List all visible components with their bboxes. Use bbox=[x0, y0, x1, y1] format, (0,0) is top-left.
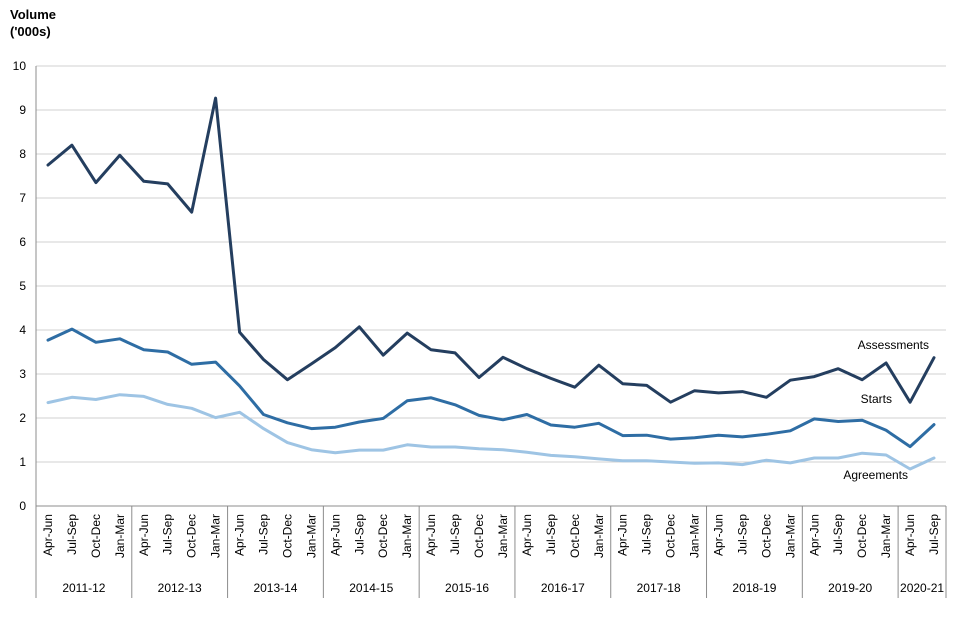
y-tick-label: 3 bbox=[19, 367, 26, 381]
series-line-assessments bbox=[46, 96, 936, 404]
series-line-agreements bbox=[46, 393, 936, 471]
x-tick-label: Oct-Dec bbox=[185, 514, 199, 558]
x-tick-label: Oct-Dec bbox=[89, 514, 103, 558]
x-tick-label: Jan-Mar bbox=[209, 514, 223, 558]
x-tick-label: Oct-Dec bbox=[568, 514, 582, 558]
y-tick-label: 9 bbox=[19, 103, 26, 117]
x-tick-label: Apr-Jun bbox=[903, 514, 917, 556]
x-tick-label: Jan-Mar bbox=[113, 514, 127, 558]
x-tick-label: Jul-Sep bbox=[161, 514, 175, 555]
y-tick-label: 10 bbox=[13, 59, 27, 73]
x-tick-label: Apr-Jun bbox=[328, 514, 342, 556]
year-group-label: 2012-13 bbox=[158, 581, 202, 595]
axis-layer: 0 1 2 3 4 5 6 7 8 9 10 Apr-Jun Jul-Sep Oct-Dec Jan-Mar… bbox=[13, 59, 947, 598]
year-group-label: 2017-18 bbox=[637, 581, 681, 595]
x-tick-label: Jan-Mar bbox=[783, 514, 797, 558]
x-tick-label: Jul-Sep bbox=[735, 514, 749, 555]
x-tick-label: Apr-Jun bbox=[41, 514, 55, 556]
x-tick-label: Jan-Mar bbox=[879, 514, 893, 558]
x-tick-label: Jan-Mar bbox=[688, 514, 702, 558]
x-tick-label: Apr-Jun bbox=[137, 514, 151, 556]
x-tick-label: Jan-Mar bbox=[400, 514, 414, 558]
y-axis-label-line1: Volume bbox=[10, 7, 56, 22]
year-group-label: 2020-21 bbox=[900, 581, 944, 595]
y-tick-label: 2 bbox=[19, 411, 26, 425]
x-tick-label: Oct-Dec bbox=[472, 514, 486, 558]
x-tick-label: Apr-Jun bbox=[520, 514, 534, 556]
grid-layer bbox=[36, 65, 946, 463]
series-layer bbox=[46, 96, 936, 471]
y-tick-label: 1 bbox=[19, 455, 26, 469]
x-tick-label: Apr-Jun bbox=[712, 514, 726, 556]
x-tick-label: Jul-Sep bbox=[257, 514, 271, 555]
x-tick-label: Jul-Sep bbox=[640, 514, 654, 555]
series-label-starts: Starts bbox=[861, 392, 892, 406]
x-tick-label: Jul-Sep bbox=[352, 514, 366, 555]
year-group-label: 2015-16 bbox=[445, 581, 489, 595]
x-tick-label: Oct-Dec bbox=[280, 514, 294, 558]
year-group-label: 2011-12 bbox=[62, 581, 105, 595]
x-tick-label: Jan-Mar bbox=[592, 514, 606, 558]
x-tick-label: Jul-Sep bbox=[448, 514, 462, 555]
x-tick-label: Jul-Sep bbox=[927, 514, 941, 555]
y-tick-label: 6 bbox=[19, 235, 26, 249]
x-tick-label: Apr-Jun bbox=[424, 514, 438, 556]
x-tick-label: Oct-Dec bbox=[855, 514, 869, 558]
year-group-label: 2018-19 bbox=[732, 581, 776, 595]
series-label-agreements: Agreements bbox=[843, 468, 908, 482]
x-tick-label: Oct-Dec bbox=[664, 514, 678, 558]
y-axis-label-line2: ('000s) bbox=[10, 24, 51, 39]
x-tick-label: Jul-Sep bbox=[544, 514, 558, 555]
x-tick-label: Jan-Mar bbox=[304, 514, 318, 558]
y-tick-label: 5 bbox=[19, 279, 26, 293]
year-group-label: 2016-17 bbox=[541, 581, 585, 595]
y-tick-label: 4 bbox=[19, 323, 26, 337]
series-label-layer: Assessments Starts Agreements bbox=[843, 338, 929, 482]
x-tick-label: Apr-Jun bbox=[616, 514, 630, 556]
series-line-starts bbox=[46, 327, 936, 449]
x-tick-label: Jul-Sep bbox=[65, 514, 79, 555]
x-tick-label: Apr-Jun bbox=[233, 514, 247, 556]
x-tick-label: Apr-Jun bbox=[807, 514, 821, 556]
y-tick-label: 0 bbox=[19, 499, 26, 513]
x-tick-label: Oct-Dec bbox=[376, 514, 390, 558]
x-tick-label: Oct-Dec bbox=[759, 514, 773, 558]
y-tick-label: 8 bbox=[19, 147, 26, 161]
x-tick-label: Jan-Mar bbox=[496, 514, 510, 558]
year-group-label: 2019-20 bbox=[828, 581, 872, 595]
year-group-label: 2014-15 bbox=[349, 581, 393, 595]
year-group-label: 2013-14 bbox=[253, 581, 297, 595]
y-tick-label: 7 bbox=[19, 191, 26, 205]
x-tick-label: Jul-Sep bbox=[831, 514, 845, 555]
series-label-assessments: Assessments bbox=[858, 338, 929, 352]
